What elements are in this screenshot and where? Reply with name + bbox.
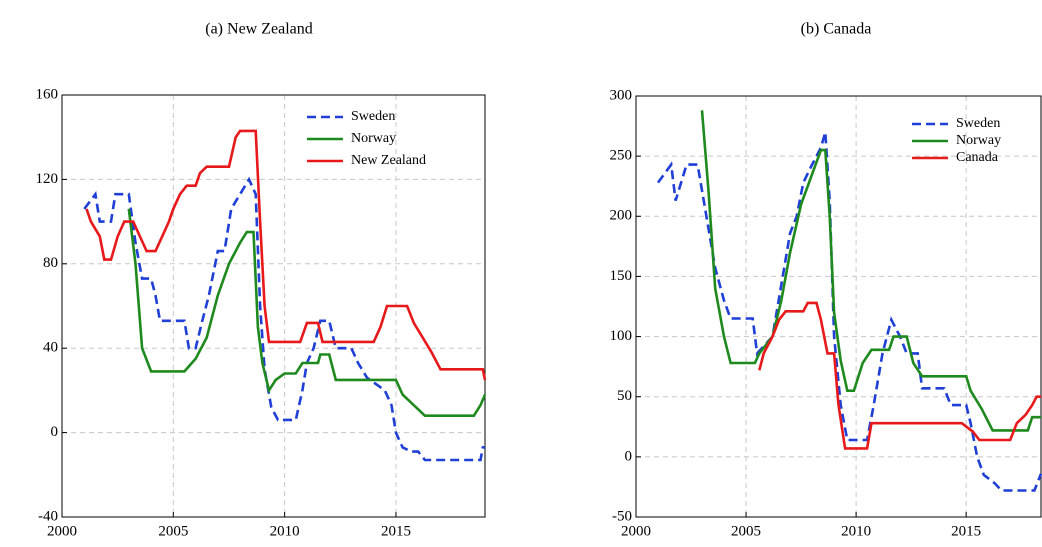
series-line bbox=[83, 176, 485, 462]
y-tick-label: 120 bbox=[36, 171, 59, 187]
x-tick-label: 2015 bbox=[381, 523, 411, 539]
y-tick-label: 0 bbox=[51, 424, 59, 440]
y-tick-label: 100 bbox=[610, 328, 633, 344]
x-tick-label: 2010 bbox=[841, 523, 871, 539]
y-tick-label: 80 bbox=[43, 255, 58, 271]
x-tick-label: 2005 bbox=[731, 523, 761, 539]
series-line bbox=[127, 208, 487, 417]
y-tick-label: 160 bbox=[36, 86, 59, 102]
series-line bbox=[700, 110, 1041, 432]
x-tick-label: 2000 bbox=[621, 523, 651, 539]
series-line bbox=[656, 131, 1042, 492]
series-line bbox=[85, 129, 487, 381]
y-tick-label: 0 bbox=[625, 448, 633, 464]
legend-label: Sweden bbox=[956, 116, 1000, 131]
chart-title: (b) Canada bbox=[801, 21, 872, 38]
series-line bbox=[758, 301, 1041, 450]
x-tick-label: 2000 bbox=[47, 523, 77, 539]
legend-label: Norway bbox=[351, 131, 396, 146]
y-tick-label: -50 bbox=[612, 508, 632, 524]
y-tick-label: 40 bbox=[43, 340, 58, 356]
chart-title: (a) New Zealand bbox=[205, 21, 313, 38]
y-tick-label: 200 bbox=[610, 208, 633, 224]
x-tick-label: 2015 bbox=[951, 523, 981, 539]
y-tick-label: 150 bbox=[610, 268, 633, 284]
y-tick-label: 300 bbox=[610, 87, 633, 103]
plot-frame bbox=[635, 95, 1042, 518]
y-tick-label: 50 bbox=[617, 388, 632, 404]
x-tick-label: 2005 bbox=[158, 523, 188, 539]
legend-label: Sweden bbox=[351, 109, 395, 124]
legend-label: Canada bbox=[956, 150, 999, 165]
legend-label: New Zealand bbox=[351, 153, 426, 168]
plot-frame bbox=[61, 94, 486, 518]
x-tick-label: 2010 bbox=[270, 523, 300, 539]
legend-label: Norway bbox=[956, 133, 1001, 148]
y-tick-label: -40 bbox=[38, 508, 58, 524]
y-tick-label: 250 bbox=[610, 148, 633, 164]
